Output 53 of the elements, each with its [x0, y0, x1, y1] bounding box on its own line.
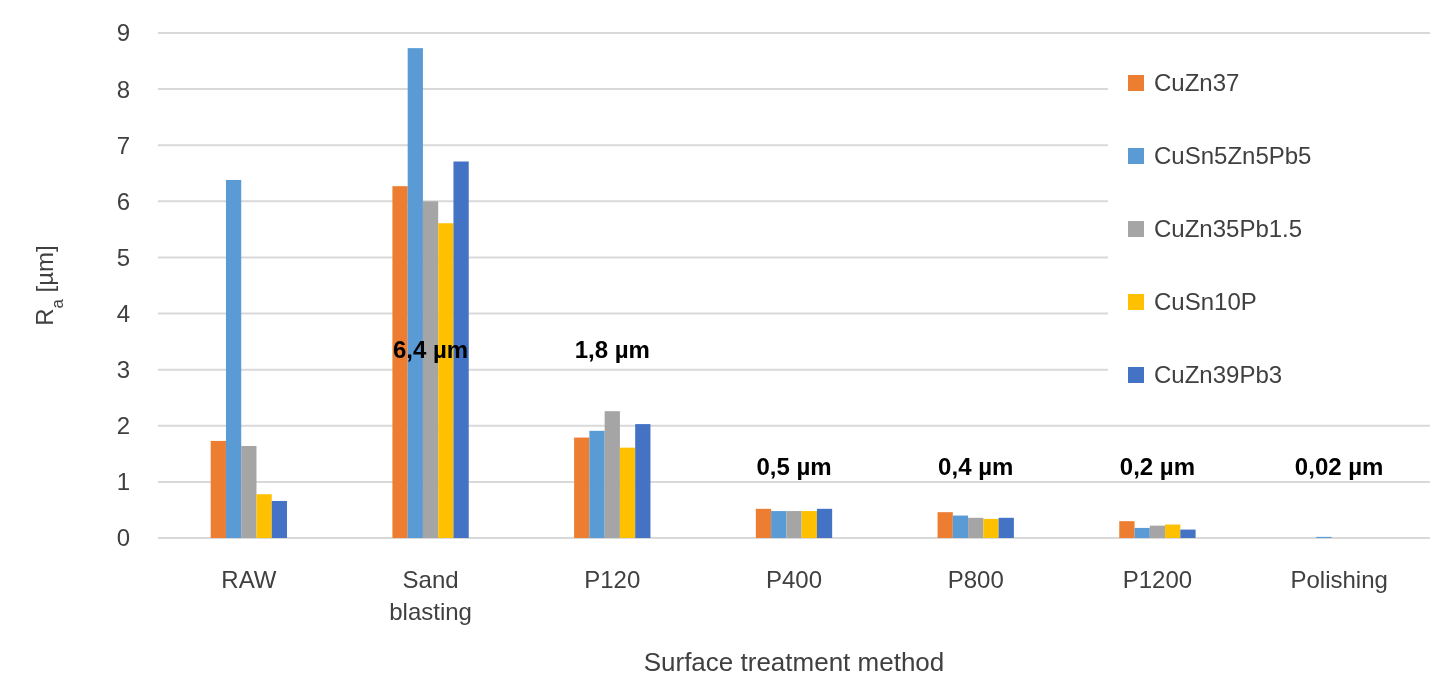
- bar: [801, 511, 817, 538]
- bar: [256, 494, 272, 538]
- legend-label: CuSn10P: [1154, 288, 1257, 316]
- y-tick-label: 9: [116, 19, 130, 47]
- legend-label: CuZn39Pb3: [1154, 361, 1283, 389]
- bar: [786, 511, 802, 538]
- bar: [619, 447, 636, 538]
- bar: [635, 424, 651, 538]
- x-tick-label: P400: [765, 566, 823, 593]
- annotation: 0,4 µm: [938, 453, 1014, 480]
- y-tick-label: 0: [116, 524, 130, 552]
- bar: [574, 437, 590, 538]
- bar: [968, 517, 984, 538]
- bar: [771, 511, 787, 538]
- annotation: 0,5 µm: [756, 453, 832, 480]
- bar: [604, 411, 620, 538]
- bar: [1165, 524, 1181, 538]
- bar: [241, 445, 257, 538]
- bar: [1180, 529, 1196, 538]
- bar: [937, 512, 953, 538]
- x-tick-label: Polishing: [1290, 566, 1388, 593]
- annotation: 0,2 µm: [1119, 453, 1196, 480]
- y-tick-label: 3: [116, 356, 130, 384]
- bar: [1149, 525, 1166, 538]
- bar: [816, 508, 833, 538]
- y-tick-label: 5: [116, 243, 130, 271]
- x-tick-label: P800: [947, 566, 1004, 593]
- x-tick-label: Sand blasting: [389, 566, 472, 625]
- legend-label: CuSn5Zn5Pb5: [1154, 142, 1312, 170]
- x-tick-label: P1200: [1122, 566, 1193, 593]
- y-tick-label: 7: [116, 131, 130, 159]
- y-tick-label: 1: [116, 468, 130, 496]
- bar: [1134, 527, 1150, 538]
- bar: [589, 430, 605, 538]
- bar: [952, 515, 969, 538]
- bar: [983, 518, 999, 538]
- legend-label: CuZn35Pb1.5: [1154, 215, 1303, 243]
- y-tick-label: 8: [116, 75, 130, 103]
- y-tick-label: 6: [116, 187, 130, 215]
- bar: [210, 440, 226, 538]
- x-tick-label: RAW: [221, 566, 277, 593]
- x-axis-title: Surface treatment method: [643, 647, 945, 677]
- annotation: 1,8 µm: [574, 336, 650, 363]
- bar: [755, 508, 772, 538]
- bar: [271, 500, 288, 538]
- y-tick-label: 4: [116, 299, 130, 327]
- bar: [1119, 521, 1135, 538]
- bar: [998, 517, 1014, 538]
- y-tick-label: 2: [116, 412, 130, 440]
- legend-label: CuZn37: [1154, 69, 1240, 97]
- bar: [225, 180, 242, 538]
- annotation: 0,02 µm: [1294, 453, 1384, 480]
- x-tick-label: P120: [584, 566, 641, 593]
